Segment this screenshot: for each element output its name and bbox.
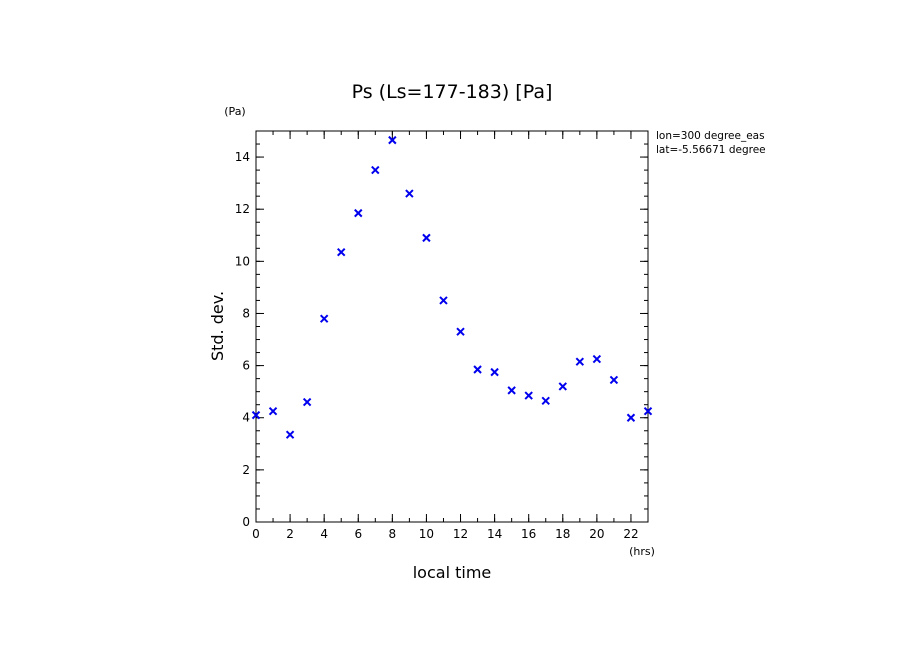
x-axis-unit: (hrs) xyxy=(629,545,655,558)
data-point xyxy=(319,314,329,323)
x-tick-label: 18 xyxy=(555,527,570,541)
y-tick-label: 10 xyxy=(235,254,250,268)
x-tick-label: 0 xyxy=(252,527,260,541)
y-axis-unit: (Pa) xyxy=(224,105,245,118)
y-tick-label: 8 xyxy=(242,306,250,320)
data-point xyxy=(251,410,261,420)
y-tick-label: 12 xyxy=(235,202,250,216)
data-point xyxy=(422,233,431,243)
tick-labels: 0 2 4 6 8 10 12 14 16 18 20 22 0 2 4 6 8 10 12 14 xyxy=(235,150,639,541)
data-point xyxy=(626,413,636,422)
data-point xyxy=(490,367,499,377)
plot-frame xyxy=(255,130,649,523)
x-tick-label: 22 xyxy=(623,527,638,541)
y-axis-label: Std. dev. xyxy=(208,291,227,361)
axis-ticks xyxy=(255,130,649,523)
x-tick-label: 2 xyxy=(286,527,294,541)
data-point xyxy=(405,189,414,198)
x-tick-label: 16 xyxy=(521,527,536,541)
annotation-lat: lat=-5.56671 degree xyxy=(656,144,766,156)
data-point xyxy=(268,407,278,416)
y-tick-label: 4 xyxy=(242,411,250,425)
data-point xyxy=(558,382,567,391)
data-points xyxy=(251,135,653,439)
x-tick-label: 14 xyxy=(487,527,502,541)
data-point xyxy=(439,296,448,305)
data-point xyxy=(643,407,653,416)
data-point xyxy=(456,327,465,336)
y-tick-label: 0 xyxy=(242,515,250,529)
x-tick-label: 12 xyxy=(453,527,468,541)
x-tick-label: 4 xyxy=(320,527,328,541)
y-tick-label: 6 xyxy=(242,359,250,373)
x-tick-label: 20 xyxy=(589,527,604,541)
data-point xyxy=(575,357,585,366)
data-point xyxy=(541,396,550,405)
data-point xyxy=(609,375,619,385)
y-tick-label: 14 xyxy=(235,150,250,164)
x-tick-label: 10 xyxy=(419,527,434,541)
data-point xyxy=(302,397,312,407)
x-tick-label: 6 xyxy=(354,527,362,541)
y-tick-label: 2 xyxy=(242,463,250,477)
x-axis-label: local time xyxy=(413,563,492,582)
x-tick-label: 8 xyxy=(389,527,397,541)
data-point xyxy=(524,391,533,400)
annotation-lon: lon=300 degree_eas xyxy=(656,130,765,142)
data-point xyxy=(285,430,295,439)
data-point xyxy=(507,386,516,395)
data-point xyxy=(388,135,397,145)
chart-title: Ps (Ls=177-183) [Pa] xyxy=(352,81,553,103)
data-point xyxy=(473,365,482,374)
data-point xyxy=(371,165,380,175)
data-point xyxy=(337,248,346,257)
data-point xyxy=(592,354,602,364)
data-point xyxy=(354,208,363,218)
